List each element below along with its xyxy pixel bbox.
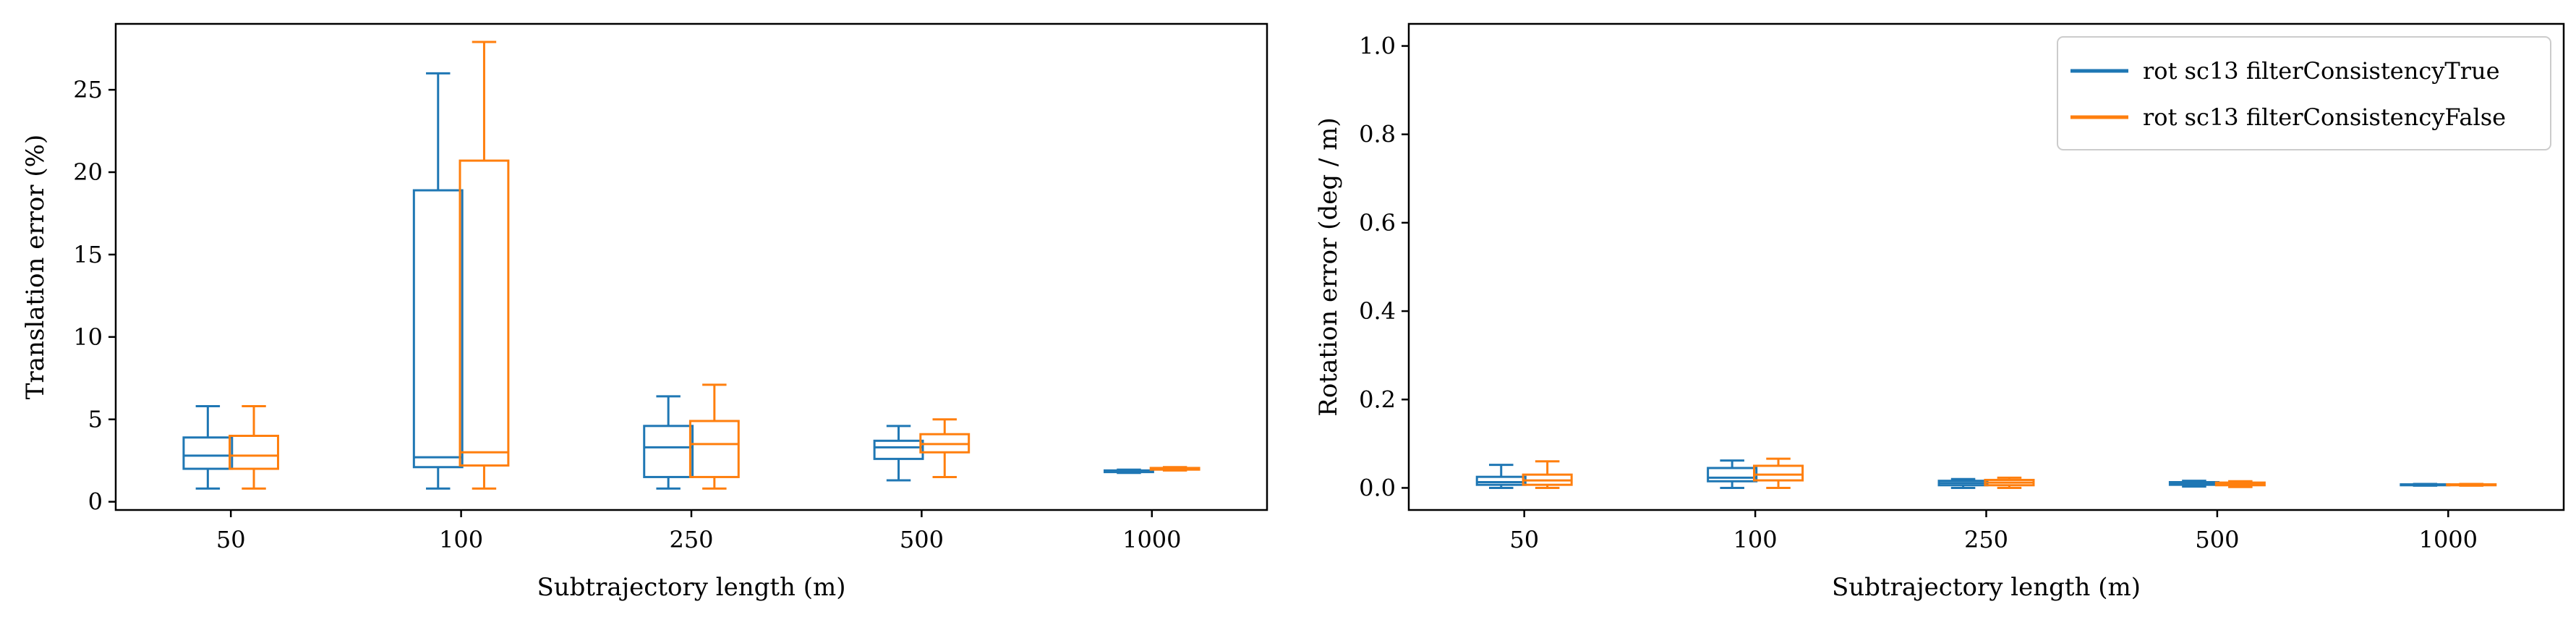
box-250 (1984, 476, 2035, 489)
legend-label: rot sc13 filterConsistencyFalse (2143, 103, 2506, 131)
legend: rot sc13 filterConsistencyTrue rot sc13 f… (2057, 36, 2551, 150)
iqr-box (873, 439, 924, 460)
iqr-box (1753, 464, 1804, 482)
y-tick-label: 20 (73, 158, 103, 186)
box-1000 (1104, 468, 1154, 475)
x-axis-label: Subtrajectory length (m) (537, 573, 845, 602)
x-tick-label: 50 (216, 526, 246, 553)
x-tick-label: 50 (1509, 526, 1539, 553)
y-axis-label: Rotation error (deg / m) (1314, 117, 1343, 416)
box-500 (919, 418, 971, 478)
y-tick-label: 15 (73, 241, 103, 268)
y-tick-label: 0.0 (1359, 474, 1396, 501)
box-1000 (2446, 482, 2497, 487)
y-tick-label: 10 (73, 323, 103, 351)
x-tick-label: 100 (1733, 526, 1778, 553)
x-tick-label: 250 (1964, 526, 2008, 553)
box-1000 (2400, 482, 2451, 487)
y-tick-label: 1.0 (1359, 33, 1396, 60)
box-100 (459, 41, 510, 490)
y-axis-ticks: 0.0 0.2 0.4 0.6 0.8 1.0 (1359, 33, 1409, 501)
x-axis-ticks: 50 100 250 500 1000 (216, 510, 1182, 553)
x-tick-label: 1000 (2419, 526, 2478, 553)
box-50 (229, 404, 279, 490)
y-tick-label: 0.8 (1359, 121, 1396, 148)
x-tick-label: 500 (2195, 526, 2239, 553)
x-tick-label: 100 (439, 526, 483, 553)
x-tick-label: 1000 (1122, 526, 1181, 553)
iqr-box (229, 434, 279, 470)
series-2-boxes (229, 41, 1200, 490)
y-tick-label: 25 (73, 76, 103, 103)
box-500 (2214, 480, 2266, 488)
x-tick-label: 250 (669, 526, 713, 553)
box-250 (643, 395, 694, 490)
box-500 (873, 425, 924, 482)
x-tick-label: 500 (900, 526, 944, 553)
y-axis-ticks: 0 5 10 15 20 25 (73, 76, 116, 516)
y-tick-label: 0.4 (1359, 297, 1396, 325)
box-50 (182, 404, 234, 490)
legend-box (2057, 36, 2551, 150)
series-2-boxes (1522, 457, 2497, 489)
plot-panel-1: 0 5 10 15 20 25 50 100 250 500 1000 Subtrajectory l… (21, 22, 1268, 602)
y-tick-label: 5 (88, 406, 103, 433)
iqr-box (412, 189, 464, 469)
plot-panel-2: 0.0 0.2 0.4 0.6 0.8 1.0 50 100 250 500 1000 Subtraj… (1314, 22, 2565, 602)
box-100 (1753, 457, 1804, 489)
box-1000 (1149, 466, 1200, 472)
iqr-box (643, 425, 694, 478)
series-1-boxes (182, 72, 1154, 490)
x-axis-ticks: 50 100 250 500 1000 (1509, 510, 2478, 553)
box-500 (2168, 480, 2219, 488)
box-50 (1522, 460, 1573, 489)
box-100 (412, 72, 464, 490)
y-axis-label: Translation error (%) (21, 135, 50, 399)
y-tick-label: 0.2 (1359, 386, 1396, 413)
box-250 (688, 383, 740, 490)
iqr-box (459, 159, 510, 467)
y-tick-label: 0 (88, 488, 103, 516)
iqr-box (688, 420, 740, 478)
y-tick-label: 0.6 (1359, 209, 1396, 237)
x-axis-label: Subtrajectory length (m) (1832, 573, 2141, 602)
iqr-box (182, 436, 234, 470)
legend-label: rot sc13 filterConsistencyTrue (2143, 57, 2500, 85)
